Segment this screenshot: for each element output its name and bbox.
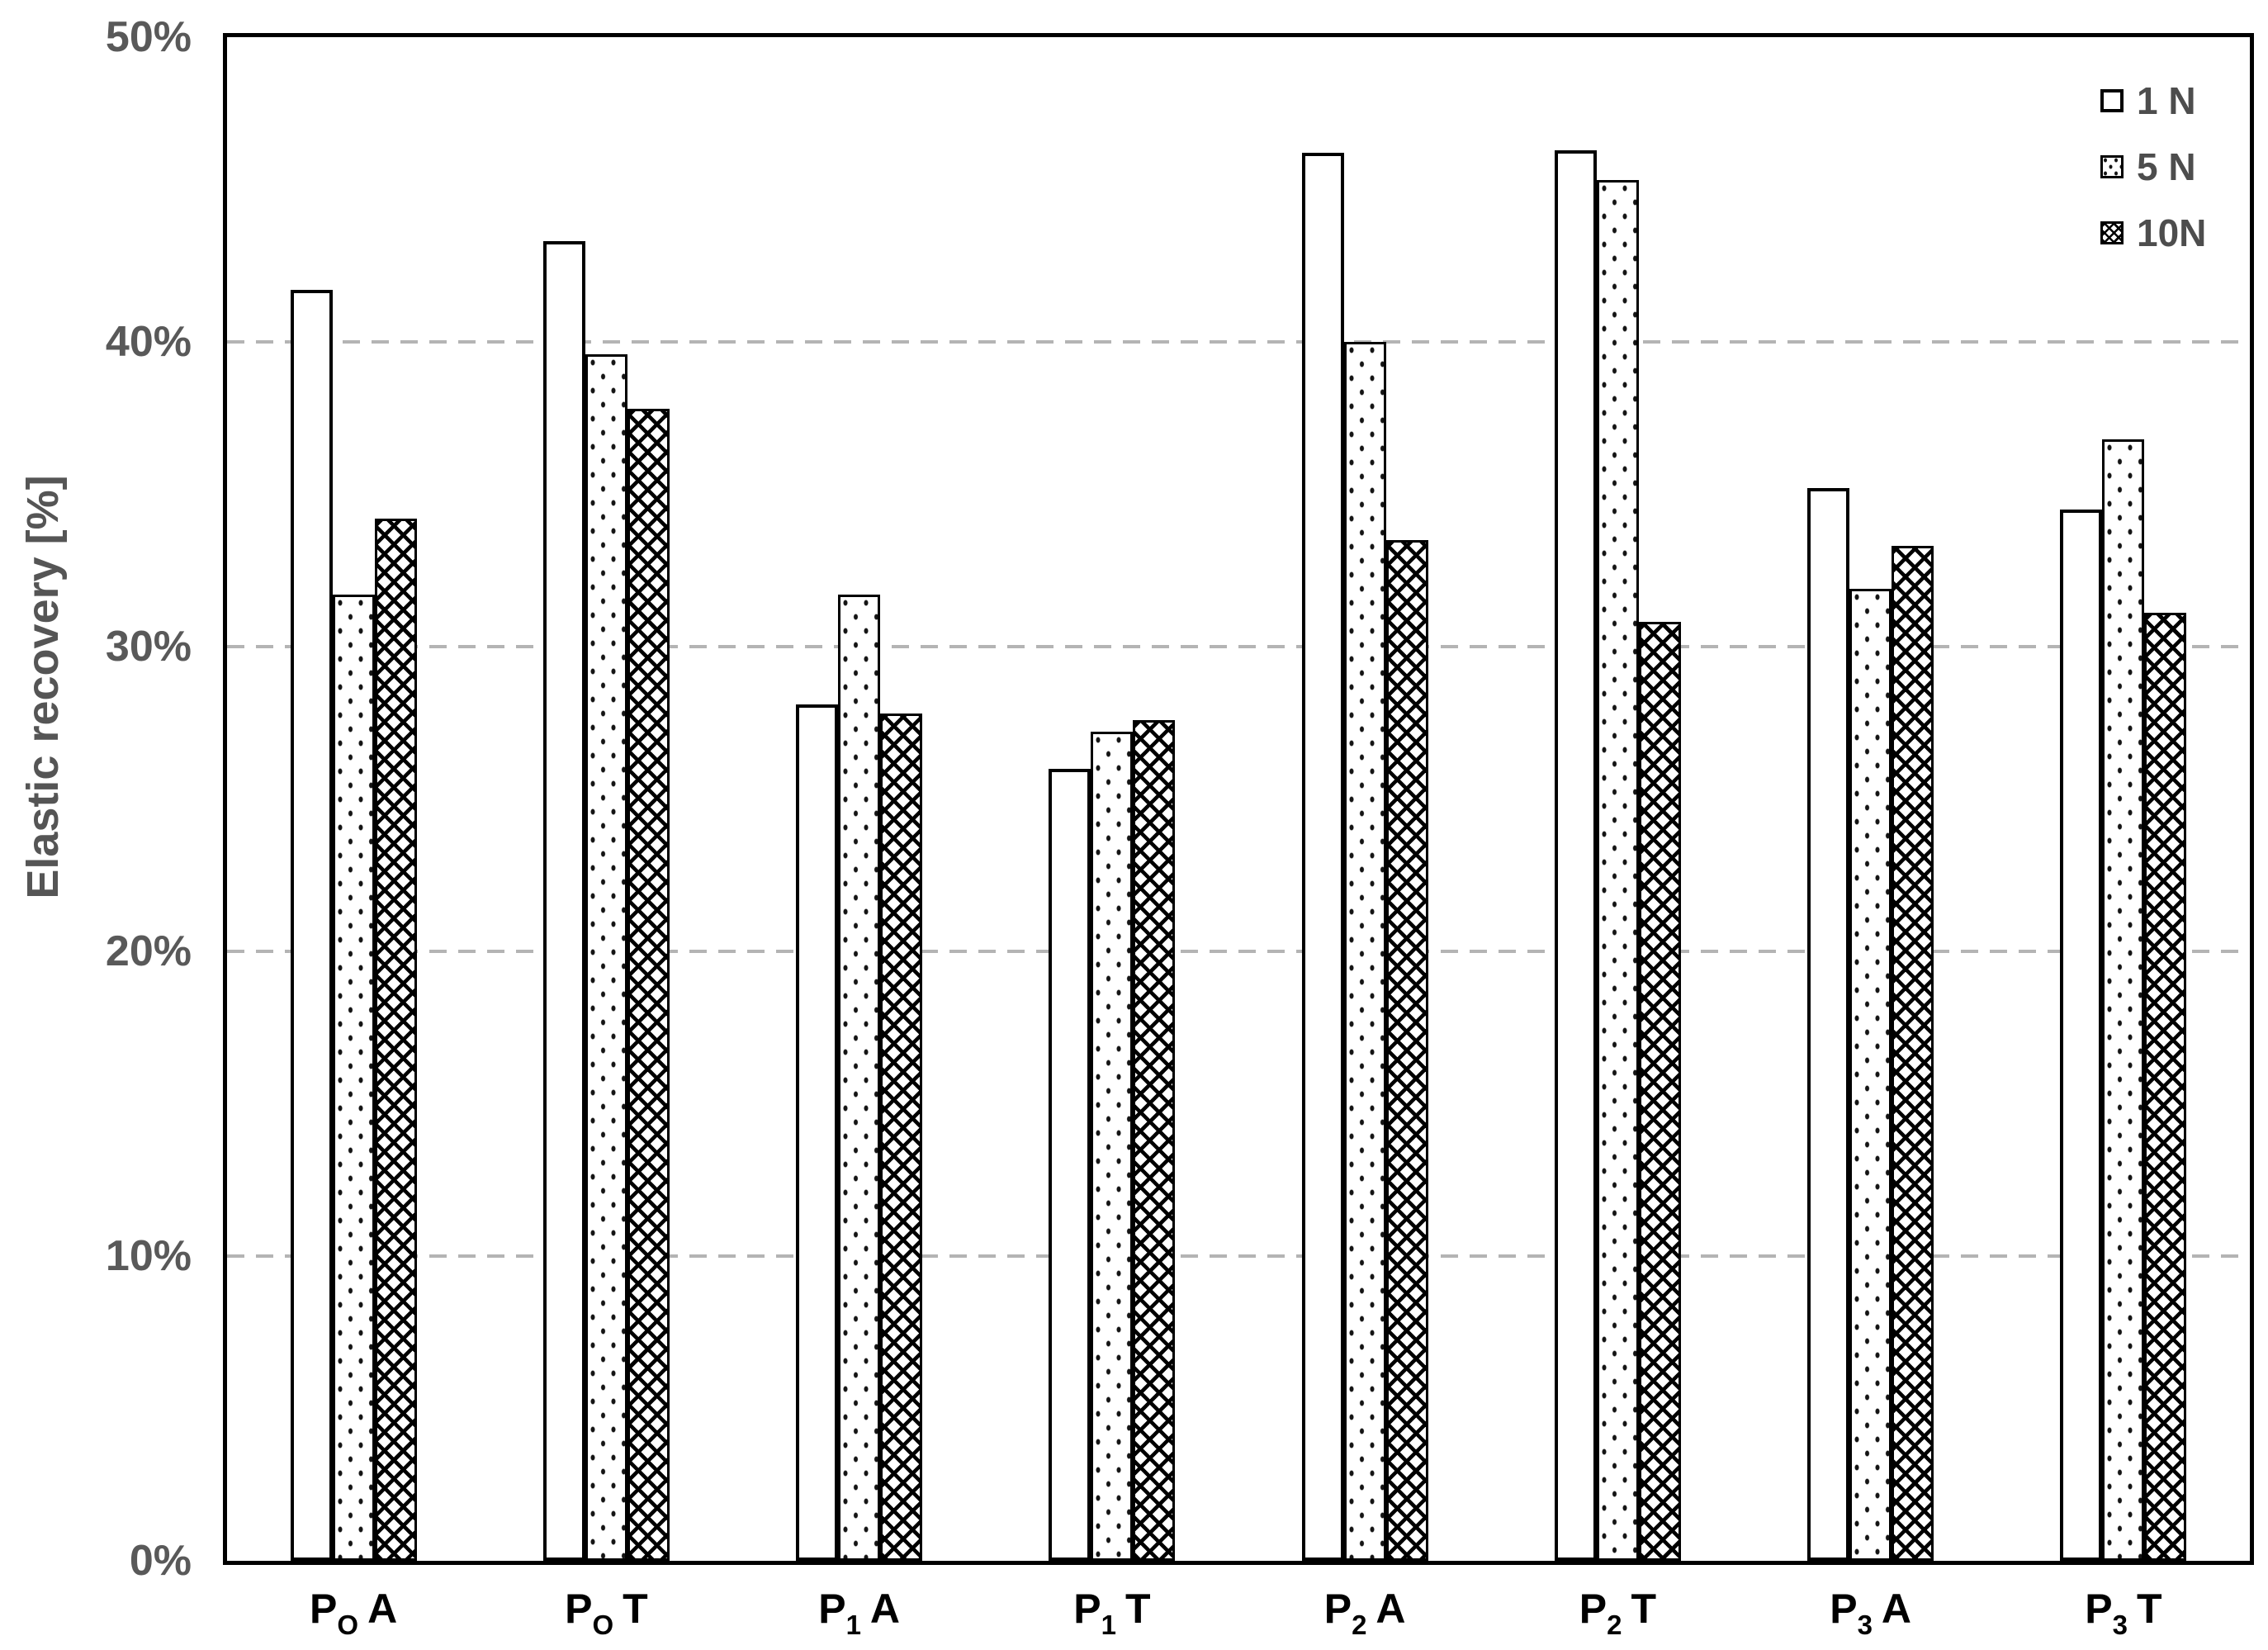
y-axis-title: Elastic recovery [%]	[18, 475, 68, 899]
bar-poa-1n	[290, 290, 333, 1561]
legend-row-1n: 1 N	[2100, 82, 2206, 120]
legend-label: 5 N	[2137, 145, 2196, 188]
y-tick-label-10: 10%	[105, 1232, 192, 1280]
bar-poa-10n	[374, 519, 417, 1561]
legend-row-5n: 5 N	[2100, 148, 2206, 186]
x-category-label-8: P3 T	[2085, 1586, 2162, 1640]
bar-pot-1n	[542, 241, 585, 1561]
bar-p2a-1n	[1301, 153, 1344, 1561]
y-tick-label-40: 40%	[105, 318, 192, 366]
x-category-label-5: P2 A	[1323, 1586, 1406, 1640]
gridline-10pct	[227, 1254, 2250, 1258]
bar-p2t-10n	[1638, 622, 1681, 1561]
x-category-label-6: P2 T	[1579, 1586, 1656, 1640]
legend-swatch-plain-white	[2100, 89, 2124, 112]
bar-p1t-1n	[1049, 768, 1091, 1561]
y-tick-label-0: 0%	[129, 1537, 192, 1585]
gridline-30pct	[227, 645, 2250, 648]
y-tick-label-30: 30%	[105, 623, 192, 671]
bar-p2a-5n	[1343, 342, 1386, 1561]
bar-p3t-5n	[2102, 439, 2145, 1561]
x-category-label-2: PO T	[565, 1586, 648, 1640]
y-tick-label-20: 20%	[105, 927, 192, 975]
gridline-20pct	[227, 950, 2250, 953]
legend-label: 10N	[2137, 211, 2207, 254]
x-category-label-7: P3 A	[1830, 1586, 1912, 1640]
gridline-40pct	[227, 340, 2250, 344]
bar-p3a-10n	[1892, 546, 1934, 1561]
x-category-label-1: PO A	[310, 1586, 398, 1640]
bar-p1a-1n	[796, 704, 839, 1561]
bar-p1t-10n	[1133, 719, 1176, 1561]
bar-pot-10n	[627, 409, 670, 1561]
plot-area	[227, 37, 2250, 1561]
bar-p3t-10n	[2144, 613, 2187, 1561]
bar-p1a-10n	[880, 714, 923, 1561]
bar-p3a-1n	[1807, 488, 1850, 1561]
legend: 1 N 5 N 10N	[2100, 82, 2206, 285]
bar-pot-5n	[585, 353, 627, 1561]
bar-p2a-10n	[1385, 539, 1428, 1561]
bar-p3a-5n	[1849, 588, 1892, 1561]
bar-p2t-1n	[1554, 149, 1597, 1561]
bar-p1t-5n	[1091, 732, 1134, 1561]
legend-swatch-crosshatch	[2100, 221, 2124, 244]
x-category-label-4: P1 T	[1073, 1586, 1151, 1640]
legend-swatch-dots	[2100, 155, 2124, 178]
legend-row-10n: 10N	[2100, 214, 2206, 252]
bar-poa-5n	[332, 595, 375, 1561]
bar-p2t-5n	[1596, 180, 1639, 1561]
bar-p1a-5n	[838, 595, 881, 1561]
bar-p3t-1n	[2060, 509, 2103, 1561]
y-tick-label-50: 50%	[105, 13, 192, 61]
x-category-label-3: P1 A	[818, 1586, 901, 1640]
legend-label: 1 N	[2137, 79, 2196, 122]
